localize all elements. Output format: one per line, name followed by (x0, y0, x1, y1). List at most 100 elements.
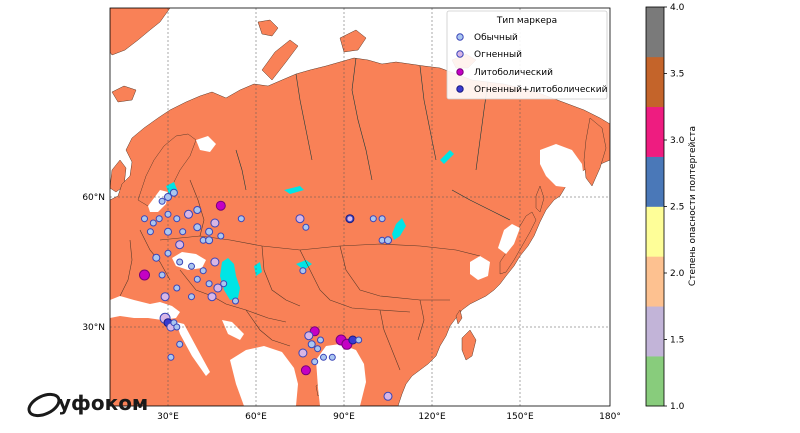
legend-box (446, 10, 608, 100)
case-marker (215, 200, 226, 211)
legend-marker-icon (456, 33, 464, 41)
land-novaya-zemlya (261, 39, 299, 81)
logo-text: уфоком (58, 391, 148, 415)
case-marker (314, 345, 322, 353)
land-severnaya-zemlya (339, 29, 367, 53)
case-marker (307, 340, 316, 349)
rivers (235, 57, 511, 221)
sea-japan (498, 224, 520, 254)
lon-tick-label: 30°E (157, 412, 179, 422)
case-marker (205, 227, 214, 236)
case-marker (188, 262, 195, 270)
colorbar-segment (646, 56, 664, 108)
case-marker (164, 210, 172, 218)
sea-persian-gulf (222, 320, 244, 340)
sea-yellow (470, 256, 490, 280)
reservoir-northern (284, 186, 304, 194)
colorbar: 1.0 1.5 2.0 2.5 3.0 3.5 4.0 Степень опасности … (645, 3, 698, 412)
graticule (110, 8, 610, 406)
case-marker (184, 209, 193, 219)
legend-item: Огненный (456, 50, 522, 60)
case-marker (237, 215, 245, 223)
case-marker (164, 193, 172, 201)
case-marker (205, 236, 214, 245)
colorbar-segment (646, 7, 664, 58)
case-marker (155, 215, 163, 223)
land-philippines (461, 329, 477, 361)
case-marker (317, 336, 324, 344)
lat-tick-label: 30°N (82, 323, 105, 333)
legend-item: Огненный+литоболический (456, 85, 608, 95)
case-marker (149, 219, 157, 227)
case-marker (369, 215, 377, 223)
case-marker (176, 340, 184, 348)
ufokom-logo: уфоком (27, 391, 148, 418)
case-marker (383, 391, 393, 401)
case-marker (179, 228, 187, 236)
case-marker (213, 283, 223, 293)
colorbar-segment (646, 106, 664, 157)
lake-baikal (392, 218, 406, 240)
case-marker (298, 348, 308, 358)
sea-caspian (220, 258, 240, 300)
case-marker (164, 227, 172, 236)
legend-item: Литоболический (456, 68, 553, 78)
land-kamchatka (583, 117, 607, 187)
lake-balkhash (296, 260, 312, 270)
case-marker (220, 280, 228, 288)
case-marker (146, 228, 154, 236)
case-marker (207, 292, 217, 302)
logo-ring-icon (27, 392, 61, 418)
legend-marker-icon (456, 50, 464, 58)
case-marker (217, 232, 225, 240)
case-marker (193, 275, 201, 283)
latitude-labels: 60°N 30°N (82, 193, 105, 333)
case-marker (152, 253, 161, 262)
legend-item-label: Литоболический (474, 68, 553, 78)
lon-tick-label: 120°E (418, 412, 446, 422)
colorbar-segment (646, 206, 664, 257)
colorbar-segment (646, 356, 664, 407)
case-marker (158, 197, 166, 205)
colorbar-segment (646, 156, 664, 207)
sea-arabian (230, 346, 298, 406)
case-marker (300, 365, 311, 376)
case-marker (175, 240, 185, 250)
colorbar-tick-label: 3.5 (670, 70, 684, 80)
poltergeist-markers (139, 188, 393, 401)
case-marker (141, 215, 148, 223)
legend-item-label: Обычный (474, 33, 518, 43)
case-marker (199, 267, 207, 275)
case-marker (164, 249, 172, 257)
case-marker (328, 353, 336, 361)
sea-white (196, 136, 216, 152)
lon-tick-label: 60°E (245, 412, 267, 422)
case-marker (139, 269, 150, 281)
legend-marker-icon (456, 85, 464, 93)
sea-okhotsk (540, 144, 584, 188)
map-frame (109, 7, 611, 407)
case-marker (378, 215, 386, 223)
reservoir-siberia (440, 150, 454, 164)
legend-marker-icon (456, 68, 464, 76)
sea-bay-of-bengal (316, 344, 366, 406)
case-marker (167, 353, 175, 361)
colorbar-tick-label: 4.0 (670, 3, 685, 13)
case-marker (299, 267, 307, 275)
land-taiwan (455, 309, 463, 325)
case-marker (176, 258, 184, 266)
colorbar-tick-label: 1.5 (670, 336, 684, 346)
longitude-labels: 30°E 60°E 90°E 120°E 150°E 180° (157, 412, 621, 422)
case-marker (169, 188, 178, 197)
case-marker (210, 257, 220, 267)
lon-tick-label: 90°E (333, 412, 355, 422)
colorbar-segment (646, 306, 664, 357)
colorbar-tick-label: 2.0 (670, 269, 685, 279)
land-greenland (110, 8, 171, 56)
legend: Тип маркера Обычный Огненный Литоболичес… (446, 10, 608, 100)
legend-title: Тип маркера (496, 16, 557, 26)
case-marker (173, 284, 181, 292)
land-sakhalin (535, 185, 545, 213)
colorbar-tick-label: 2.5 (670, 203, 684, 213)
